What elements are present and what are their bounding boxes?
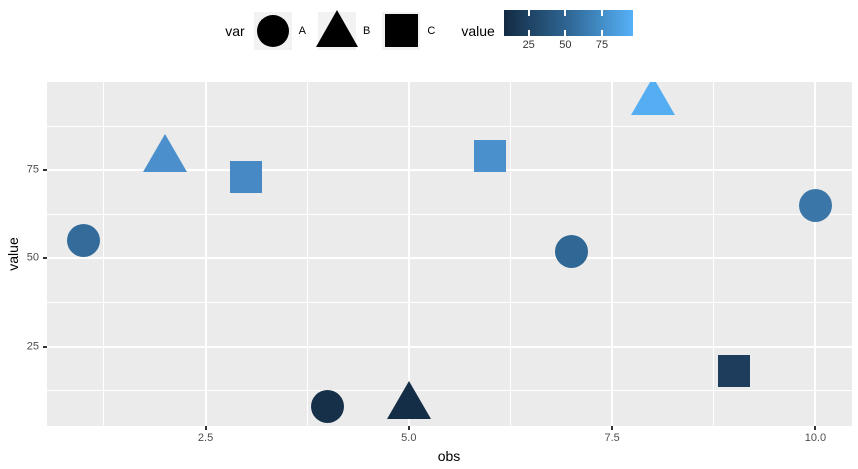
gridline-y-minor <box>47 125 852 127</box>
y-tick-mark <box>43 169 47 172</box>
point-b-obs-5 <box>386 380 431 419</box>
gridline-y-minor <box>47 390 852 392</box>
circle-glyph-icon <box>256 14 289 47</box>
colorbar-tick-label: 50 <box>559 39 572 51</box>
plot-panel <box>47 82 852 426</box>
point-a-obs-10 <box>798 188 832 222</box>
point-a-obs-4 <box>311 390 345 424</box>
gridline-x-major <box>814 82 817 426</box>
triangle-glyph-icon <box>316 10 359 47</box>
legend-item-label: A <box>298 24 307 37</box>
shape-legend-title: var <box>225 22 245 39</box>
point-a-obs-1 <box>67 224 101 258</box>
colorbar-tick-mark <box>564 10 567 16</box>
x-tick-label: 5.0 <box>401 432 417 444</box>
point-a-obs-7 <box>554 234 588 268</box>
gridline-y-major <box>47 169 852 172</box>
legend-key <box>253 11 292 50</box>
point-b-obs-8 <box>630 82 675 116</box>
color-legend: value 25 50 75 <box>461 10 633 51</box>
legend-item-a: A <box>253 11 307 50</box>
gridline-y-major <box>47 345 852 348</box>
square-glyph-icon <box>384 14 418 47</box>
x-tick-mark <box>611 426 614 430</box>
colorbar-tick-label: 25 <box>522 39 535 51</box>
colorbar-gradient <box>503 10 633 36</box>
point-b-obs-2 <box>142 133 187 172</box>
colorbar-tick-mark <box>564 30 567 36</box>
colorbar-tick-mark <box>600 10 603 16</box>
gridline-x-minor <box>713 82 715 426</box>
gridline-x-minor <box>509 82 511 426</box>
colorbar-wrap: 25 50 75 <box>503 10 633 51</box>
y-tick-label: 50 <box>26 251 39 264</box>
y-tick-label: 25 <box>26 340 39 353</box>
legend-item-c: C <box>382 11 436 50</box>
point-c-obs-3 <box>230 161 263 194</box>
colorbar-tick-mark <box>527 30 530 36</box>
y-tick-mark <box>43 345 47 348</box>
y-tick-label: 75 <box>26 163 39 176</box>
x-tick-mark <box>204 426 207 430</box>
x-tick-label: 7.5 <box>604 432 620 444</box>
legend-key <box>382 11 421 50</box>
gridline-x-major <box>611 82 614 426</box>
x-tick-mark <box>407 426 410 430</box>
legend-item-label: C <box>427 24 436 37</box>
shape-legend: var A B C <box>225 10 436 50</box>
gridline-x-minor <box>306 82 308 426</box>
gridline-x-major <box>204 82 207 426</box>
x-tick-label: 2.5 <box>197 432 214 444</box>
gridline-y-minor <box>47 302 852 303</box>
legend-item-label: B <box>363 24 371 37</box>
y-tick-mark <box>43 257 47 260</box>
colorbar-tick-label: 75 <box>595 39 609 51</box>
x-axis-title: obs <box>437 448 461 464</box>
legend-item-b: B <box>316 10 371 50</box>
point-c-obs-6 <box>474 140 507 173</box>
x-tick-mark <box>814 426 817 430</box>
legend-key <box>316 10 359 50</box>
color-legend-title: value <box>461 22 495 39</box>
gridline-x-minor <box>103 82 105 426</box>
legend-row: var A B C value <box>0 10 858 51</box>
colorbar-tick-mark <box>527 10 530 16</box>
gridline-y-major <box>47 257 852 260</box>
colorbar-tick-mark <box>600 30 603 36</box>
point-c-obs-9 <box>718 355 751 388</box>
gridline-y-minor <box>47 213 852 215</box>
gridline-x-major <box>407 82 410 426</box>
x-tick-label: 10.0 <box>804 432 827 444</box>
